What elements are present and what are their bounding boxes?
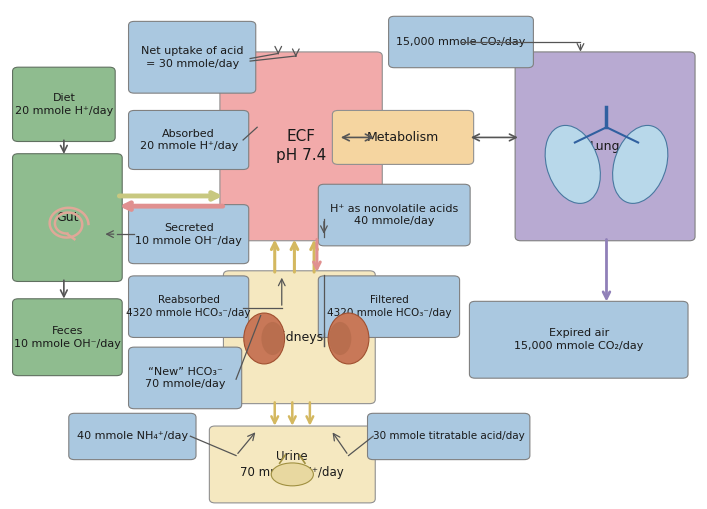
- Ellipse shape: [328, 313, 369, 364]
- Text: Metabolism: Metabolism: [367, 131, 439, 144]
- FancyBboxPatch shape: [13, 299, 122, 376]
- Text: Kidneys: Kidneys: [275, 331, 324, 344]
- Ellipse shape: [329, 322, 351, 355]
- Text: Absorbed
20 mmole H⁺/day: Absorbed 20 mmole H⁺/day: [139, 129, 238, 151]
- FancyBboxPatch shape: [129, 110, 249, 169]
- FancyBboxPatch shape: [318, 184, 470, 246]
- Text: Filtered
4320 mmole HCO₃⁻/day: Filtered 4320 mmole HCO₃⁻/day: [327, 295, 451, 318]
- Text: 40 mmole NH₄⁺/day: 40 mmole NH₄⁺/day: [77, 432, 188, 441]
- FancyBboxPatch shape: [389, 16, 533, 68]
- FancyBboxPatch shape: [129, 21, 256, 93]
- Text: 15,000 mmole CO₂/day: 15,000 mmole CO₂/day: [397, 37, 526, 47]
- Text: Urine
70 mmole H⁺/day: Urine 70 mmole H⁺/day: [240, 450, 344, 479]
- FancyBboxPatch shape: [129, 347, 242, 409]
- Text: ECF
pH 7.4: ECF pH 7.4: [276, 129, 326, 163]
- FancyBboxPatch shape: [209, 426, 375, 503]
- Text: Gut: Gut: [56, 211, 78, 224]
- Text: “New” HCO₃⁻
70 mmole/day: “New” HCO₃⁻ 70 mmole/day: [145, 366, 226, 389]
- Text: Net uptake of acid
= 30 mmole/day: Net uptake of acid = 30 mmole/day: [141, 46, 243, 69]
- Ellipse shape: [612, 125, 668, 204]
- Text: Feces
10 mmole OH⁻/day: Feces 10 mmole OH⁻/day: [14, 326, 121, 349]
- FancyBboxPatch shape: [129, 276, 249, 337]
- Ellipse shape: [244, 313, 285, 364]
- Text: Expired air
15,000 mmole CO₂/day: Expired air 15,000 mmole CO₂/day: [514, 328, 643, 351]
- FancyBboxPatch shape: [223, 271, 375, 404]
- Ellipse shape: [271, 463, 313, 486]
- FancyBboxPatch shape: [13, 67, 115, 142]
- FancyBboxPatch shape: [220, 52, 382, 241]
- FancyBboxPatch shape: [13, 154, 122, 281]
- Text: Reabsorbed
4320 mmole HCO₃⁻/day: Reabsorbed 4320 mmole HCO₃⁻/day: [127, 295, 251, 318]
- FancyBboxPatch shape: [69, 413, 196, 460]
- Text: Secreted
10 mmole OH⁻/day: Secreted 10 mmole OH⁻/day: [135, 223, 242, 245]
- FancyBboxPatch shape: [469, 301, 688, 378]
- Text: Lung: Lung: [590, 140, 620, 153]
- FancyBboxPatch shape: [368, 413, 530, 460]
- Text: 30 mmole titratable acid/day: 30 mmole titratable acid/day: [373, 432, 525, 441]
- FancyBboxPatch shape: [332, 110, 474, 164]
- FancyBboxPatch shape: [129, 205, 249, 264]
- Text: H⁺ as nonvolatile acids
40 mmole/day: H⁺ as nonvolatile acids 40 mmole/day: [330, 204, 458, 227]
- Ellipse shape: [262, 322, 284, 355]
- Ellipse shape: [545, 125, 600, 204]
- FancyBboxPatch shape: [318, 276, 460, 337]
- FancyBboxPatch shape: [515, 52, 695, 241]
- Text: Diet
20 mmole H⁺/day: Diet 20 mmole H⁺/day: [15, 93, 113, 116]
